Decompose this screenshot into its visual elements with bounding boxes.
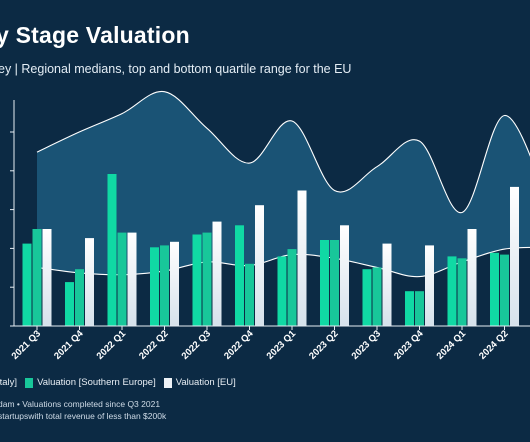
top-quartile-line xyxy=(36,91,530,214)
x-tick-label: 2022 Q4 xyxy=(222,328,256,362)
bar-italy xyxy=(490,252,499,326)
x-tick-label: 2024 Q2 xyxy=(477,328,511,362)
x-tick-label: 2021 Q4 xyxy=(52,328,86,362)
legend-swatch-southern-europe xyxy=(25,377,34,388)
bar-italy xyxy=(107,174,117,326)
bar-italy xyxy=(405,291,414,326)
x-tick-label: 2022 Q1 xyxy=(95,328,129,362)
bar-italy xyxy=(447,256,457,326)
bar-southern-europe xyxy=(245,263,254,326)
bar-italy xyxy=(65,282,74,326)
bar-italy xyxy=(362,269,372,326)
x-tick-label: 2023 Q4 xyxy=(392,328,426,362)
bar-southern-europe xyxy=(160,245,169,326)
bar-italy xyxy=(235,225,244,326)
bar-italy xyxy=(150,247,159,326)
bar-eu xyxy=(297,190,307,326)
bar-eu xyxy=(85,238,94,326)
legend-item-southern-europe: Valuation [Southern Europe] xyxy=(25,377,156,388)
legend-text-eu: Valuation [EU] xyxy=(175,377,236,388)
bar-eu xyxy=(510,186,519,326)
bar-italy xyxy=(192,234,202,326)
footnote-source: dam • Valuations completed since Q3 2021 xyxy=(0,399,161,409)
x-tick-labels: 2021 Q3 2021 Q4 2022 Q1 2022 Q2 2022 Q3 2022 … xyxy=(10,326,511,362)
x-tick-label: 2021 Q3 xyxy=(10,328,44,362)
bar-southern-europe xyxy=(32,229,42,326)
bar-southern-europe xyxy=(202,232,212,326)
bar-italy xyxy=(22,243,32,326)
bar-eu xyxy=(212,221,222,326)
chart-title: y Stage Valuation xyxy=(0,22,190,48)
legend-swatch-eu xyxy=(163,377,172,388)
legend-item-eu: Valuation [EU] xyxy=(163,377,236,388)
bar-southern-europe xyxy=(372,267,382,326)
bar-eu xyxy=(340,225,349,326)
x-tick-label: 2023 Q3 xyxy=(350,328,384,362)
bar-eu xyxy=(382,243,392,326)
bar-italy xyxy=(277,256,287,326)
legend-text-southern-europe: Valuation [Southern Europe] xyxy=(37,377,156,388)
bar-eu xyxy=(42,229,52,326)
bar-southern-europe xyxy=(457,258,467,326)
x-tick-label: 2023 Q2 xyxy=(307,328,341,362)
bar-eu xyxy=(467,229,477,326)
legend-item-italy: Italy] xyxy=(0,377,17,388)
bar-eu xyxy=(170,241,179,326)
legend-text-italy: Italy] xyxy=(0,377,18,388)
legend: Italy] Valuation [Southern Europe] Valua… xyxy=(0,377,244,388)
bar-eu xyxy=(255,205,264,326)
bar-southern-europe xyxy=(415,291,424,326)
bar-eu xyxy=(127,232,137,326)
bar-eu xyxy=(425,245,434,326)
bar-southern-europe xyxy=(117,232,127,326)
bar-italy xyxy=(320,240,329,326)
bar-southern-europe xyxy=(75,269,84,326)
footnote-definition: startupswith total revenue of less than … xyxy=(0,411,167,421)
chart-subtitle: ey | Regional medians, top and bottom qu… xyxy=(0,62,352,76)
bar-southern-europe xyxy=(500,254,509,326)
bar-southern-europe xyxy=(330,240,339,326)
bar-southern-europe xyxy=(287,249,297,326)
x-tick-label: 2024 Q1 xyxy=(435,328,469,362)
x-tick-label: 2023 Q1 xyxy=(265,328,299,362)
x-tick-label: 2022 Q3 xyxy=(180,328,214,362)
x-tick-label: 2022 Q2 xyxy=(137,328,171,362)
band-area xyxy=(37,91,530,277)
bars xyxy=(22,174,519,326)
axes xyxy=(10,100,530,327)
